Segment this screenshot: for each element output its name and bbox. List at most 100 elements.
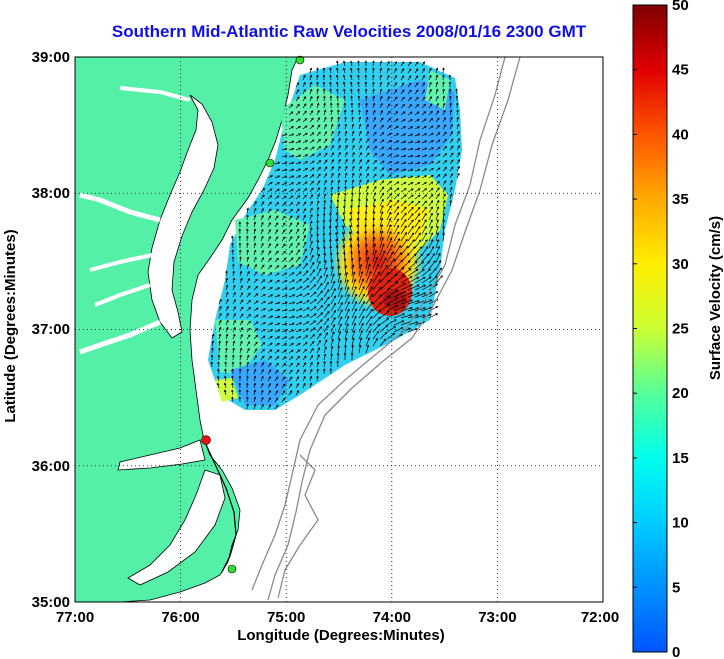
velocity-arrow [421,239,428,249]
velocity-arrow [400,154,407,158]
velocity-arrow [316,267,322,277]
velocity-arrow [400,126,406,130]
velocity-arrow [407,276,420,284]
velocity-arrow [421,206,427,214]
velocity-arrow [350,88,353,95]
velocity-arrow [386,67,390,74]
velocity-arrow [435,245,440,256]
velocity-arrow [342,67,346,74]
velocity-arrow [428,125,434,130]
velocity-arrow [295,300,303,305]
contour-3 [277,454,319,599]
velocity-arrow [393,147,400,151]
velocity-arrow [456,145,460,151]
velocity-arrow [260,375,264,382]
velocity-arrow [449,109,453,116]
velocity-arrow [309,340,315,347]
velocity-arrow [295,376,299,382]
velocity-arrow [372,316,381,326]
velocity-arrow [351,322,357,333]
velocity-arrow [349,67,353,74]
map-grid [75,57,603,602]
velocity-arrow [358,322,364,333]
velocity-arrow [372,323,380,333]
velocity-arrow [342,81,346,88]
velocity-arrow [253,242,257,249]
velocity-arrow [224,368,227,375]
velocity-arrow [288,188,294,193]
velocity-arrow [329,360,333,368]
velocity-arrow [336,205,339,214]
velocity-arrow [351,116,354,123]
velocity-arrow [344,301,350,312]
station-marker-highlight [201,435,211,445]
velocity-arrow [218,347,221,354]
velocity-arrow [350,95,353,102]
velocity-arrow [288,111,294,116]
velocity-arrow [302,201,307,207]
velocity-arrow [386,168,392,172]
velocity-arrow [328,219,332,228]
velocity-arrow [337,337,341,347]
velocity-arrow [253,271,258,277]
velocity-arrow [386,297,399,305]
velocity-arrow [435,193,440,200]
pamlico-sound [127,469,226,586]
velocity-arrow [323,123,327,130]
velocity-arrow [323,246,326,256]
velocity-arrow [246,299,251,305]
colorbar-tick-label: 35 [672,191,689,208]
velocity-arrow [267,208,272,214]
velocity-arrow [267,342,273,347]
velocity-arrow [435,206,440,214]
velocity-arrow [316,67,319,74]
velocity-arrow [239,340,243,347]
colorbar-tick-label: 20 [672,385,689,402]
velocity-arrow [414,276,426,284]
velocity-arrow [288,294,296,298]
velocity-arrow [365,337,370,347]
velocity-arrow [428,283,438,291]
velocity-arrow [393,82,397,88]
velocity-arrow [442,193,446,200]
velocity-arrow [428,174,434,179]
velocity-arrow [309,375,313,382]
velocity-arrow [295,82,299,88]
velocity-arrow [365,166,370,172]
velocity-arrow [358,301,365,312]
velocity-arrow [246,285,251,291]
velocity-arrow [253,207,257,214]
velocity-arrow [330,331,335,340]
velocity-arrow [231,361,235,367]
velocity-arrow [400,299,413,305]
velocity-arrow [330,138,334,144]
velocity-arrow [400,194,407,200]
velocity-arrow [295,235,300,242]
velocity-arrow [386,118,392,123]
velocity-arrow [393,89,398,95]
velocity-arrow [281,356,287,361]
velocity-arrow [295,103,300,109]
velocity-arrow [414,206,421,214]
velocity-arrow [365,270,372,284]
velocity-arrow [309,103,313,109]
velocity-arrow [260,279,266,284]
velocity-arrow [393,175,400,179]
velocity-arrow [407,61,412,67]
velocity-arrow [414,284,427,291]
velocity-arrow [379,236,384,249]
velocity-arrow [322,225,326,235]
velocity-arrow [274,287,281,291]
velocity-arrow [267,322,274,326]
velocity-arrow [393,206,400,214]
velocity-arrow [302,270,309,277]
velocity-arrow [421,284,433,291]
velocity-arrow [407,154,414,158]
velocity-arrow [330,186,334,193]
velocity-arrow [210,354,214,361]
velocity-arrow [309,153,315,158]
velocity-arrow [337,116,340,123]
velocity-arrow [386,230,392,242]
velocity-arrow [309,180,314,186]
velocity-arrow [400,89,405,95]
